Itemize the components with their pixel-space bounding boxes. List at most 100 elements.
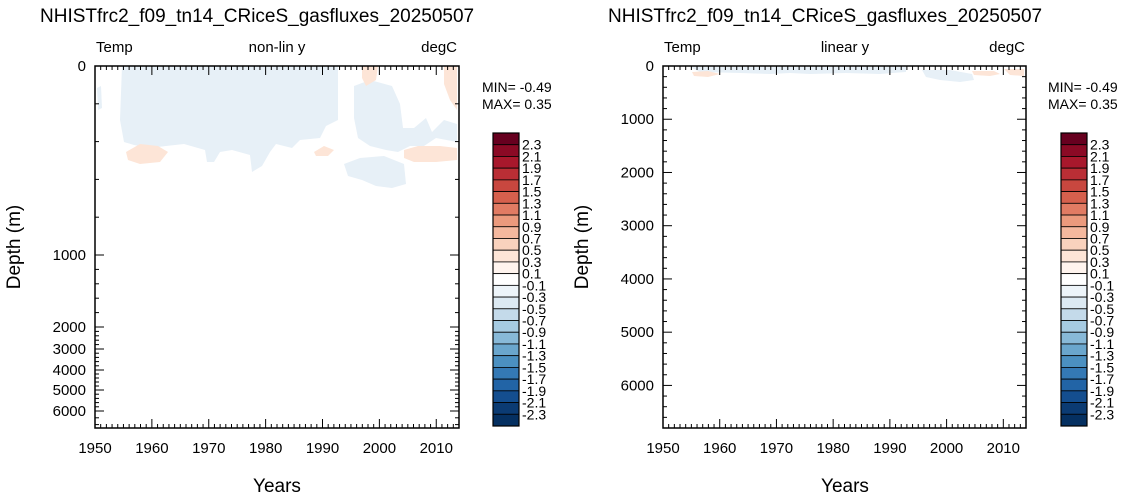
y-tick-label: 0 (78, 58, 86, 75)
colorbar-swatch (492, 226, 520, 239)
y-tick-label: 2000 (621, 164, 654, 181)
x-tick-label: 1960 (135, 440, 168, 457)
header-right-units: degC (989, 39, 1025, 56)
colorbar-label: -2.3 (522, 406, 546, 422)
colorbar-swatch (1060, 249, 1088, 263)
colorbar-label: -0.3 (522, 289, 546, 305)
colorbar-label: -1.7 (522, 371, 546, 387)
colorbar-swatch (492, 144, 520, 157)
colorbar-label: -2.1 (1090, 395, 1114, 411)
x-tick-label: 1990 (873, 440, 906, 457)
colorbar-label: 1.7 (1090, 172, 1110, 188)
colorbar-swatch (492, 296, 520, 310)
x-axis-right: 1950 1960 1970 1980 1990 2000 2010 (646, 66, 1027, 457)
x-tick-label: 1970 (192, 440, 225, 457)
colorbar-label: -0.9 (1090, 324, 1114, 340)
colorbar-swatch (492, 179, 520, 193)
x-tick-label: 2010 (420, 440, 453, 457)
colorbar-swatch (492, 402, 520, 415)
colorbar-label: -1.5 (522, 359, 546, 375)
colorbar-swatch (1060, 238, 1088, 251)
colorbar-swatch (1060, 390, 1088, 403)
colorbar-swatch (492, 238, 520, 251)
colorbar-label: 0.1 (1090, 266, 1110, 282)
colorbar-swatch (1060, 378, 1088, 392)
colorbar-label: -0.5 (522, 301, 546, 317)
colorbar-label: 1.3 (522, 195, 542, 211)
min-value-left: MIN= -0.49 (482, 79, 552, 95)
plot-frame-right (662, 65, 1027, 429)
contour-region-light-blue (922, 70, 974, 82)
colorbar-label: 0.9 (1090, 219, 1110, 235)
colorbar-swatch (1060, 413, 1088, 427)
colorbar-swatch (1060, 402, 1088, 415)
colorbar-label: 1.9 (1090, 160, 1110, 176)
colorbar-swatch (492, 378, 520, 392)
colorbar-swatch (492, 320, 520, 333)
colorbar-swatch (1060, 284, 1088, 298)
colorbar-swatch (492, 202, 520, 216)
x-tick-label: 1980 (816, 440, 849, 457)
colorbar-label: 0.1 (522, 266, 542, 282)
colorbar-label: 0.5 (522, 242, 542, 258)
colorbar-swatch (1060, 273, 1088, 286)
contour-region-light-blue (690, 67, 906, 74)
y-tick-label: 4000 (621, 271, 654, 288)
colorbar-left: 2.32.11.91.71.51.31.10.90.70.50.30.1-0.1… (492, 132, 546, 427)
colorbar-swatch (1060, 226, 1088, 239)
panel-left: NHISTfrc2_f09_tn14_CRiceS_gasfluxes_2025… (4, 6, 552, 497)
colorbar-swatch (1060, 144, 1088, 157)
contour-region-light-red (972, 71, 1000, 76)
y-tick-label: 6000 (53, 403, 86, 420)
y-tick-label: 5000 (53, 382, 86, 399)
min-value-right: MIN= -0.49 (1048, 79, 1118, 95)
x-tick-label: 1970 (760, 440, 793, 457)
colorbar-label: 2.1 (1090, 148, 1110, 164)
colorbar-swatch (1060, 355, 1088, 368)
colorbar-swatch (1060, 202, 1088, 216)
colorbar-label: 0.9 (522, 219, 542, 235)
colorbar-label: 2.3 (522, 137, 542, 153)
y-axis-right: 0 1000 2000 3000 4000 5000 6000 (621, 58, 1026, 429)
y-tick-label: 3000 (621, 218, 654, 235)
header-right-scale: linear y (821, 39, 870, 56)
colorbar-label: -1.9 (1090, 383, 1114, 399)
y-tick-label: 5000 (621, 324, 654, 341)
contour-region-light-blue (97, 86, 102, 110)
colorbar-label: -1.3 (522, 348, 546, 364)
colorbar-label: -1.7 (1090, 371, 1114, 387)
colorbar-frame (1060, 132, 1088, 427)
contour-region-light-blue (344, 156, 406, 188)
colorbar-label: 0.5 (1090, 242, 1110, 258)
colorbar-label: 1.5 (522, 184, 542, 200)
colorbar-swatch (1060, 320, 1088, 333)
x-tick-label: 1950 (646, 440, 679, 457)
colorbar-swatch (1060, 156, 1088, 169)
xlabel-left: Years (253, 476, 301, 497)
colorbar-label: 0.7 (1090, 230, 1110, 246)
y-tick-label: 0 (646, 58, 654, 75)
xlabel-right: Years (821, 476, 869, 497)
colorbar-label: -0.7 (522, 313, 546, 329)
colorbar-swatch (492, 390, 520, 403)
panel-right: NHISTfrc2_f09_tn14_CRiceS_gasfluxes_2025… (572, 6, 1118, 497)
max-value-right: MAX= 0.35 (1048, 96, 1118, 112)
colorbar-swatch (1060, 261, 1088, 275)
colorbar-label: 0.3 (522, 254, 542, 270)
header-left-units: degC (421, 39, 457, 56)
x-tick-label: 1980 (249, 440, 282, 457)
colorbar-right: 2.32.11.91.71.51.31.10.90.70.50.30.1-0.1… (1060, 132, 1114, 427)
colorbar-label: -0.3 (1090, 289, 1114, 305)
x-tick-label: 2010 (987, 440, 1020, 457)
contour-region-light-red (692, 71, 720, 77)
colorbar-swatch (1060, 132, 1088, 146)
x-tick-label: 2000 (363, 440, 396, 457)
colorbar-label: 0.3 (1090, 254, 1110, 270)
y-tick-label: 1000 (53, 247, 86, 264)
contour-region-light-red (444, 66, 457, 110)
x-tick-label: 2000 (930, 440, 963, 457)
colorbar-swatch (492, 261, 520, 275)
colorbar-label: -0.5 (1090, 301, 1114, 317)
colorbar-swatch (492, 284, 520, 298)
